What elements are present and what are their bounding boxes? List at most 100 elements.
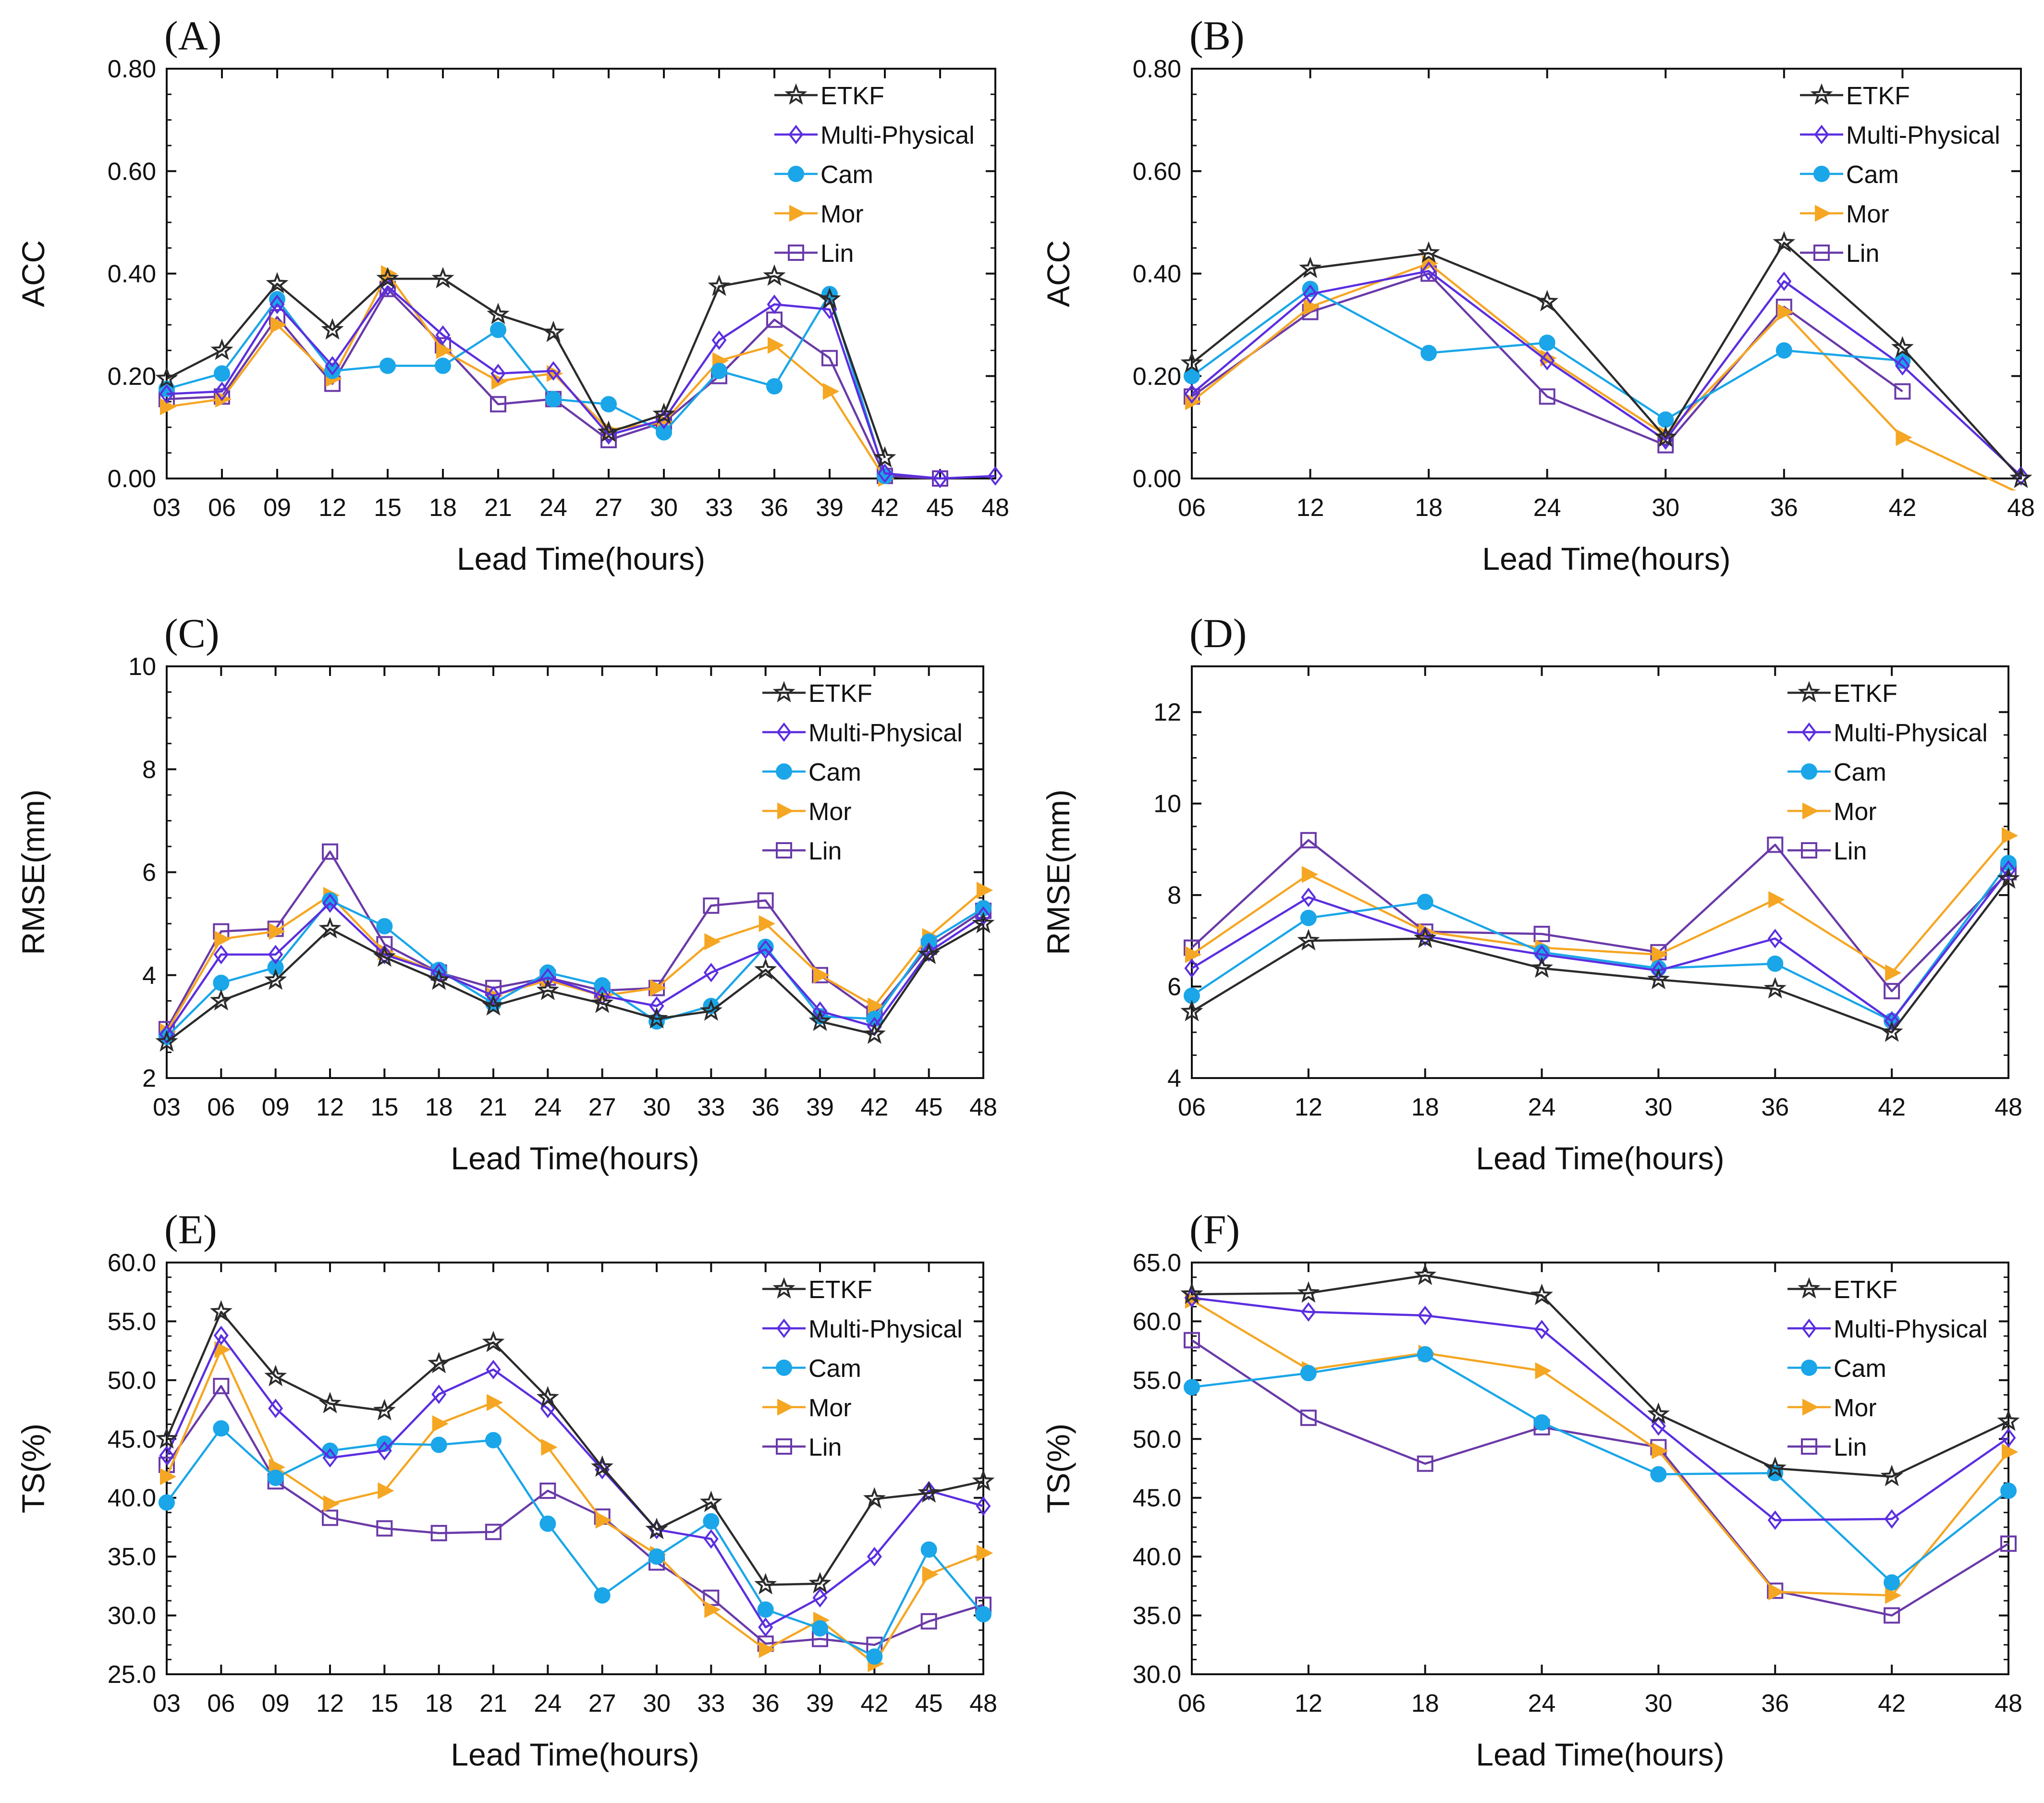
x-tick-label: 36 <box>752 1093 780 1121</box>
legend-marker <box>1798 1277 1821 1299</box>
data-point <box>267 959 284 976</box>
data-point <box>485 1523 502 1540</box>
legend-label: Cam <box>1834 1355 1886 1383</box>
data-point <box>1417 894 1433 910</box>
y-axis-label: RMSE(mm) <box>1040 789 1076 955</box>
x-tick-label: 36 <box>760 494 788 522</box>
x-tick-label: 30 <box>1645 1690 1673 1717</box>
x-tick-label: 21 <box>479 1690 507 1717</box>
legend-marker <box>776 722 792 742</box>
legend: ETKF Multi-Physical Cam Mor Lin <box>762 680 963 865</box>
legend-marker <box>776 1438 792 1455</box>
data-point <box>377 944 392 965</box>
series-lin <box>159 843 991 1038</box>
legend-label: ETKF <box>820 82 884 110</box>
data-point <box>213 974 230 991</box>
data-point <box>921 1481 937 1501</box>
data-point <box>918 1481 941 1503</box>
data-point <box>490 396 506 413</box>
y-tick-label: 40.0 <box>108 1484 156 1512</box>
legend-label: Multi-Physical <box>808 1315 963 1343</box>
data-point <box>866 1648 883 1665</box>
y-axis-label: ACC <box>15 240 51 307</box>
x-tick-label: 45 <box>915 1690 943 1717</box>
data-point <box>214 365 230 382</box>
data-point <box>160 398 177 416</box>
x-axis-label: Lead Time(hours) <box>451 1737 699 1772</box>
x-tick-label: 48 <box>1995 1690 2022 1717</box>
y-tick-label: 0.40 <box>1133 260 1181 288</box>
data-point <box>269 291 285 307</box>
y-tick-label: 2 <box>142 1065 156 1092</box>
x-tick-label: 15 <box>374 494 402 522</box>
legend-label: Cam <box>808 1355 861 1383</box>
data-point <box>711 330 727 350</box>
y-tick-label: 30.0 <box>108 1602 156 1630</box>
series-line <box>166 1427 984 1658</box>
y-tick-label: 25.0 <box>108 1661 156 1689</box>
data-point <box>545 391 562 407</box>
series-etkf <box>155 264 896 468</box>
data-point <box>1301 866 1319 883</box>
legend-marker <box>1801 763 1817 780</box>
data-point <box>269 294 285 314</box>
legend-marker <box>776 763 792 780</box>
data-point <box>920 1541 937 1558</box>
x-tick-label: 06 <box>1178 1690 1206 1717</box>
x-tick-label: 21 <box>479 1093 507 1121</box>
legend-label: Multi-Physical <box>1834 1315 1988 1343</box>
data-point <box>812 1620 828 1637</box>
data-point <box>1536 290 1559 312</box>
series-cam <box>1184 281 1911 428</box>
x-tick-label: 42 <box>860 1093 888 1121</box>
legend-marker <box>777 1398 794 1416</box>
data-point <box>873 446 896 468</box>
data-point <box>324 363 341 380</box>
data-point <box>1535 1362 1552 1379</box>
data-point <box>1184 384 1199 404</box>
data-point <box>1180 1000 1203 1021</box>
data-point <box>485 1432 502 1448</box>
legend-label: Lin <box>1846 240 1879 268</box>
data-point <box>703 1513 720 1530</box>
data-point <box>920 933 937 950</box>
legend-label: Multi-Physical <box>808 719 963 747</box>
legend-label: ETKF <box>808 680 872 708</box>
x-tick-label: 27 <box>595 494 623 522</box>
series-line <box>166 902 984 1035</box>
legend-marker <box>1798 681 1821 703</box>
legend-marker <box>777 802 794 820</box>
data-point <box>1184 1379 1200 1396</box>
data-point <box>1539 334 1555 351</box>
data-point <box>1895 356 1910 376</box>
data-point <box>159 1024 174 1044</box>
data-point <box>213 1378 230 1395</box>
series-line <box>1191 862 2009 1022</box>
data-point <box>540 1398 555 1418</box>
data-point <box>1891 336 1914 358</box>
data-point <box>1300 1410 1317 1426</box>
legend-label: Cam <box>820 161 873 189</box>
data-point <box>2000 1535 2017 1552</box>
data-point <box>699 1490 722 1512</box>
legend-marker <box>1801 722 1817 742</box>
legend-marker <box>1801 1360 1817 1376</box>
x-tick-label: 06 <box>1178 494 1206 522</box>
series-etkf <box>155 1300 995 1594</box>
data-point <box>376 1520 393 1537</box>
legend-label: ETKF <box>1846 82 1910 110</box>
data-point <box>1896 429 1912 446</box>
data-point <box>1776 271 1792 291</box>
data-point <box>595 1511 612 1529</box>
legend-label: Mor <box>1846 200 1889 228</box>
data-point <box>1533 926 1550 943</box>
legend-label: ETKF <box>1834 1276 1897 1304</box>
data-point <box>645 1007 668 1029</box>
data-point <box>863 1487 886 1509</box>
data-point <box>428 968 451 990</box>
data-point <box>818 287 841 309</box>
data-point <box>318 917 342 939</box>
data-point <box>373 945 396 967</box>
